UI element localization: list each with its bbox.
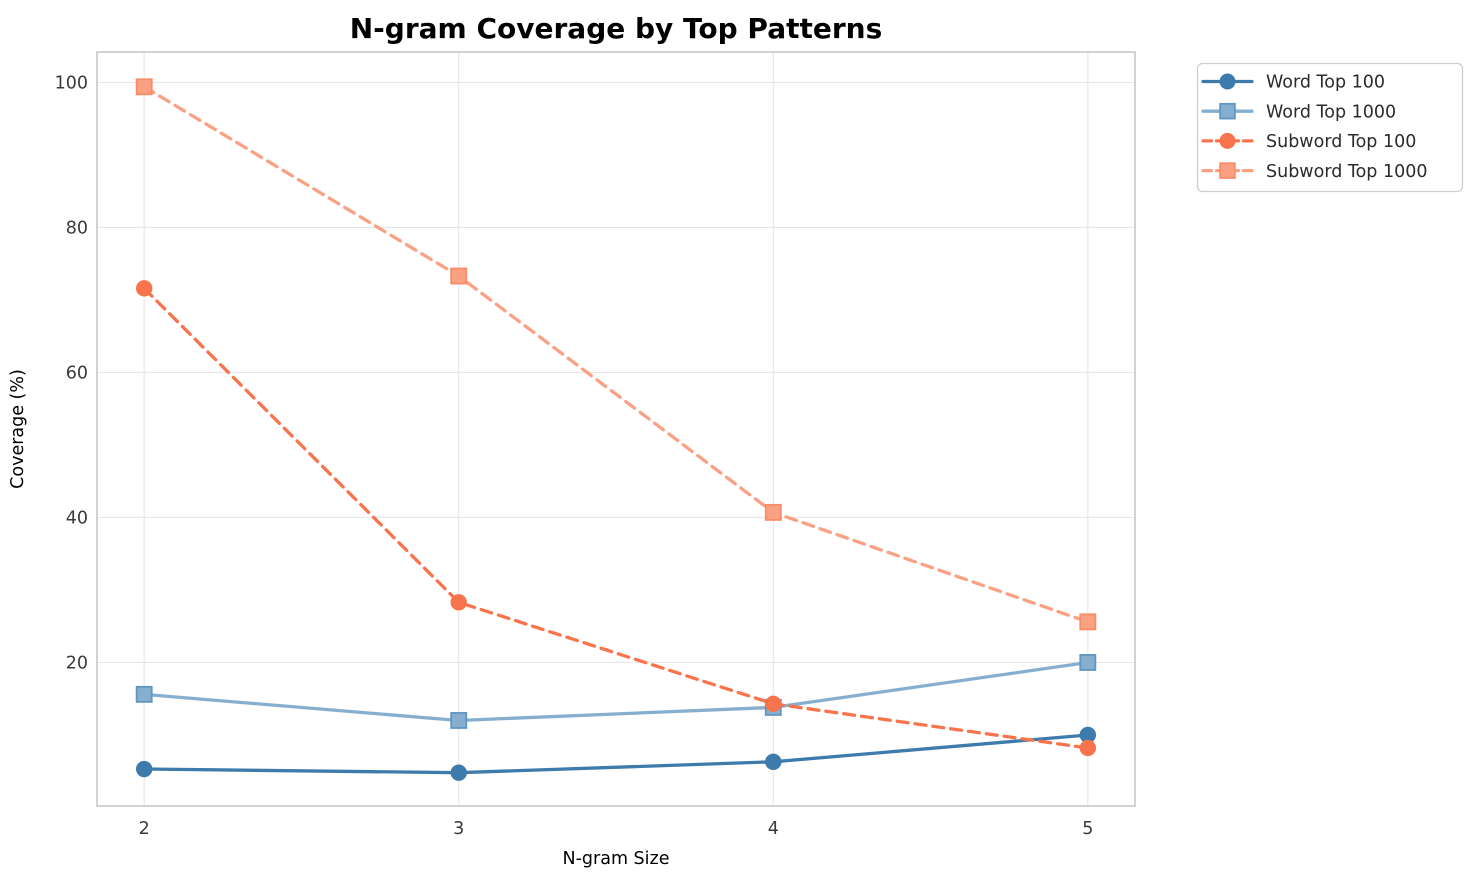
x-axis-label: N-gram Size <box>563 849 670 869</box>
legend-sample-marker <box>1219 132 1236 149</box>
legend-label-subword-top-100: Subword Top 100 <box>1266 132 1416 152</box>
data-point-word-top-1000 <box>1079 654 1097 671</box>
series-layer <box>135 78 1097 781</box>
legend-sample-marker <box>1219 73 1236 90</box>
legend-item-subword-top-100: Subword Top 100 <box>1201 132 1416 152</box>
series-line-word-top-1000 <box>142 660 1090 723</box>
legend-item-word-top-100: Word Top 100 <box>1201 73 1385 93</box>
data-point-subword-top-100 <box>450 594 467 611</box>
legend-sample-marker <box>1219 162 1236 179</box>
y-tick-label: 100 <box>55 74 88 94</box>
series-line-subword-top-100 <box>142 286 1090 750</box>
data-point-subword-top-1000 <box>764 503 782 521</box>
legend-label-word-top-100: Word Top 100 <box>1266 73 1385 93</box>
data-point-subword-top-1000 <box>135 78 153 96</box>
grid-layer <box>97 52 1135 806</box>
x-tick-label: 3 <box>453 819 464 839</box>
legend-label-subword-top-1000: Subword Top 1000 <box>1266 162 1428 182</box>
data-point-word-top-100 <box>135 760 153 778</box>
series-line-subword-top-1000 <box>142 85 1090 624</box>
plot-border <box>96 51 1136 807</box>
series-word-top-1000 <box>135 654 1097 729</box>
data-point-subword-top-100 <box>765 695 782 712</box>
chart-title: N-gram Coverage by Top Patterns <box>350 12 883 45</box>
y-tick-label: 60 <box>66 364 88 384</box>
data-point-word-top-1000 <box>135 685 153 703</box>
x-tick-label: 4 <box>768 819 779 839</box>
data-point-word-top-100 <box>1079 726 1097 744</box>
series-subword-top-100 <box>135 280 1097 757</box>
plot-border-rect <box>96 51 1136 807</box>
legend-item-subword-top-1000: Subword Top 1000 <box>1201 162 1428 182</box>
data-point-word-top-100 <box>450 764 467 781</box>
data-point-subword-top-100 <box>135 280 153 297</box>
legend-label-word-top-1000: Word Top 1000 <box>1266 102 1396 122</box>
legend-item-word-top-1000: Word Top 1000 <box>1201 102 1396 122</box>
x-tick-label: 2 <box>139 819 150 839</box>
x-tick-label: 5 <box>1082 819 1093 839</box>
data-point-subword-top-1000 <box>450 267 468 285</box>
y-tick-label: 80 <box>66 219 88 239</box>
legend-sample-marker <box>1219 102 1236 120</box>
legend-box <box>1196 62 1464 193</box>
data-point-word-top-1000 <box>450 712 468 729</box>
series-word-top-100 <box>135 726 1097 781</box>
y-axis-label: Coverage (%) <box>8 369 28 489</box>
y-tick-label: 40 <box>66 509 88 529</box>
series-subword-top-1000 <box>135 78 1097 631</box>
data-point-subword-top-1000 <box>1079 613 1097 631</box>
series-line-word-top-100 <box>142 733 1090 775</box>
legend: Word Top 100 Word Top 1000 Subword Top 100… <box>1196 62 1464 193</box>
data-point-subword-top-100 <box>1079 739 1097 757</box>
data-point-word-top-100 <box>765 753 782 770</box>
tick-layer: 2 3 4 5 20 40 60 80 100 <box>55 74 1094 839</box>
y-tick-label: 20 <box>66 654 88 674</box>
